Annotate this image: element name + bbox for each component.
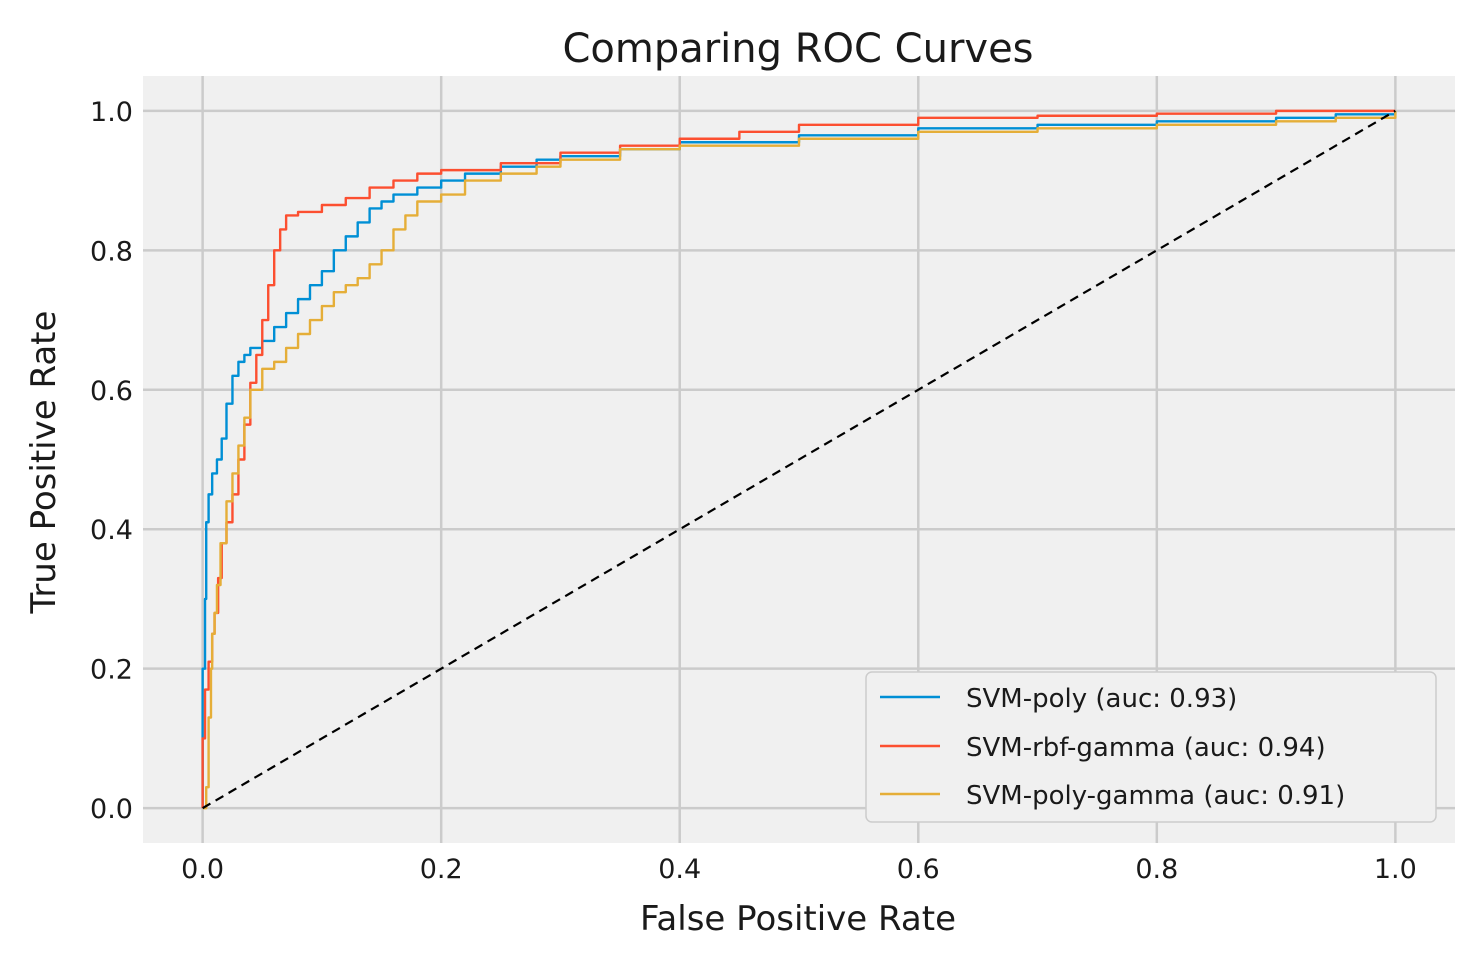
x-tick-label: 0.4 bbox=[658, 854, 701, 885]
x-tick-label: 0.0 bbox=[181, 854, 224, 885]
y-tick-label: 1.0 bbox=[90, 97, 133, 128]
chart-title: Comparing ROC Curves bbox=[562, 26, 1033, 72]
y-tick-labels: 0.0 0.2 0.4 0.6 0.8 1.0 bbox=[90, 97, 133, 825]
legend-label-svm-poly-gamma: SVM-poly-gamma (auc: 0.91) bbox=[966, 781, 1345, 811]
y-tick-label: 0.2 bbox=[90, 655, 133, 686]
y-tick-label: 0.8 bbox=[90, 236, 133, 267]
legend-label-svm-poly: SVM-poly (auc: 0.93) bbox=[966, 684, 1237, 714]
legend: SVM-poly (auc: 0.93) SVM-rbf-gamma (auc:… bbox=[865, 671, 1437, 823]
x-tick-label: 0.8 bbox=[1135, 854, 1178, 885]
y-tick-label: 0.4 bbox=[90, 515, 133, 546]
series-lines bbox=[201, 109, 1397, 810]
chance-diagonal-line bbox=[202, 109, 1396, 810]
legend-label-svm-rbf-gamma: SVM-rbf-gamma (auc: 0.94) bbox=[966, 733, 1326, 763]
x-axis-label: False Positive Rate bbox=[640, 899, 956, 939]
y-tick-label: 0.6 bbox=[90, 376, 133, 407]
x-tick-labels: 0.0 0.2 0.4 0.6 0.8 1.0 bbox=[181, 854, 1417, 885]
series-line-svm-poly-gamma bbox=[202, 110, 1397, 810]
y-axis-label: True Positive Rate bbox=[24, 311, 64, 615]
legend-box bbox=[865, 671, 1437, 823]
x-tick-label: 0.6 bbox=[897, 854, 940, 885]
x-tick-label: 1.0 bbox=[1374, 854, 1417, 885]
x-tick-label: 0.2 bbox=[420, 854, 463, 885]
y-tick-label: 0.0 bbox=[90, 794, 133, 825]
